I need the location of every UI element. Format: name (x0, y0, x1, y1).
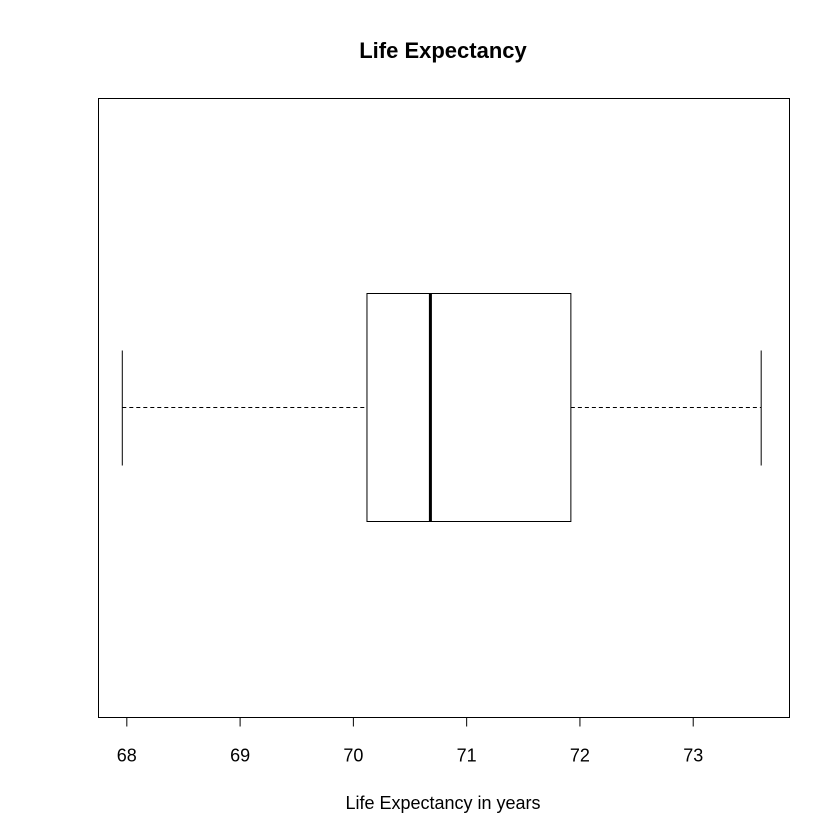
x-tick-label-69: 69 (230, 746, 250, 766)
chart-title: Life Expectancy (359, 38, 527, 63)
x-tick-label-73: 73 (683, 746, 703, 766)
x-tick-label-71: 71 (457, 746, 477, 766)
x-axis-label: Life Expectancy in years (345, 793, 540, 813)
boxplot-group (121, 293, 762, 522)
x-tick-label-70: 70 (343, 746, 363, 766)
x-axis: 68 69 70 71 72 73 (117, 717, 703, 766)
x-tick-label-68: 68 (117, 746, 137, 766)
iqr-box (366, 293, 572, 522)
x-tick-label-72: 72 (570, 746, 590, 766)
